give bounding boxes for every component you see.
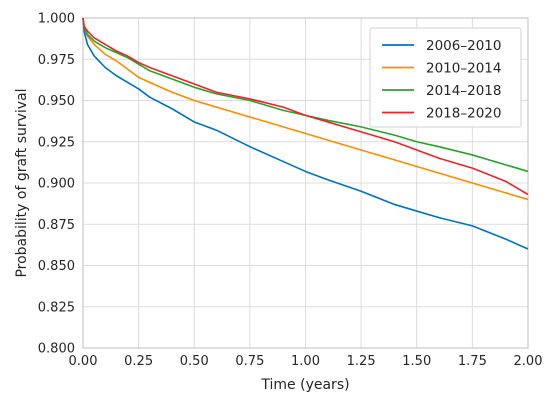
- legend: 2006–2010 2010–2014 2014–2018 2018–2020: [369, 27, 522, 128]
- legend-label: 2006–2010: [426, 38, 501, 54]
- series-line-1: [82, 17, 529, 250]
- plot-area-frame: [82, 17, 529, 349]
- series-line-2: [82, 17, 529, 201]
- x-tick-label: 1.00: [291, 354, 320, 369]
- x-tick-label: 0.25: [124, 354, 153, 369]
- legend-label: 2010–2014: [426, 61, 501, 77]
- legend-entry: 2006–2010: [382, 38, 501, 54]
- y-tick-label: 1.000: [38, 12, 75, 27]
- legend-entry: 2018–2020: [382, 106, 501, 122]
- y-tick-label: 0.925: [38, 135, 75, 150]
- x-tick-label: 2.00: [514, 354, 543, 369]
- y-tick-label: 0.800: [38, 342, 75, 357]
- x-tick-labels: 0.00 0.25 0.50 0.75 1.00 1.25 1.50 1.75 2.00: [69, 354, 543, 369]
- x-tick-label: 1.75: [458, 354, 487, 369]
- legend-label: 2014–2018: [426, 83, 501, 99]
- series-line-4: [82, 17, 529, 196]
- y-tick-label: 0.825: [38, 300, 75, 315]
- x-tick-label: 1.25: [347, 354, 376, 369]
- legend-entry: 2010–2014: [382, 61, 501, 77]
- y-tick-label: 0.875: [38, 218, 75, 233]
- legend-label: 2018–2020: [426, 106, 501, 122]
- x-tick-label: 0.00: [69, 354, 98, 369]
- x-axis-title: Time (years): [260, 377, 349, 393]
- legend-entry: 2014–2018: [382, 83, 501, 99]
- legend-items: 2006–2010 2010–2014 2014–2018 2018–2020: [382, 38, 501, 122]
- series-layer: [82, 17, 529, 250]
- x-tick-label: 0.75: [235, 354, 264, 369]
- x-tick-label: 1.50: [402, 354, 431, 369]
- legend-box: [369, 27, 522, 128]
- y-tick-label: 0.900: [38, 177, 75, 192]
- y-tick-label: 0.975: [38, 53, 75, 68]
- y-tick-label: 0.850: [38, 259, 75, 274]
- y-tick-label: 0.950: [38, 94, 75, 109]
- y-axis-title: Probability of graft survival: [14, 88, 30, 277]
- series-line-3: [82, 17, 529, 173]
- x-tick-label: 0.50: [180, 354, 209, 369]
- y-tick-labels: 0.800 0.825 0.850 0.875 0.900 0.925 0.950 0.975…: [38, 12, 75, 357]
